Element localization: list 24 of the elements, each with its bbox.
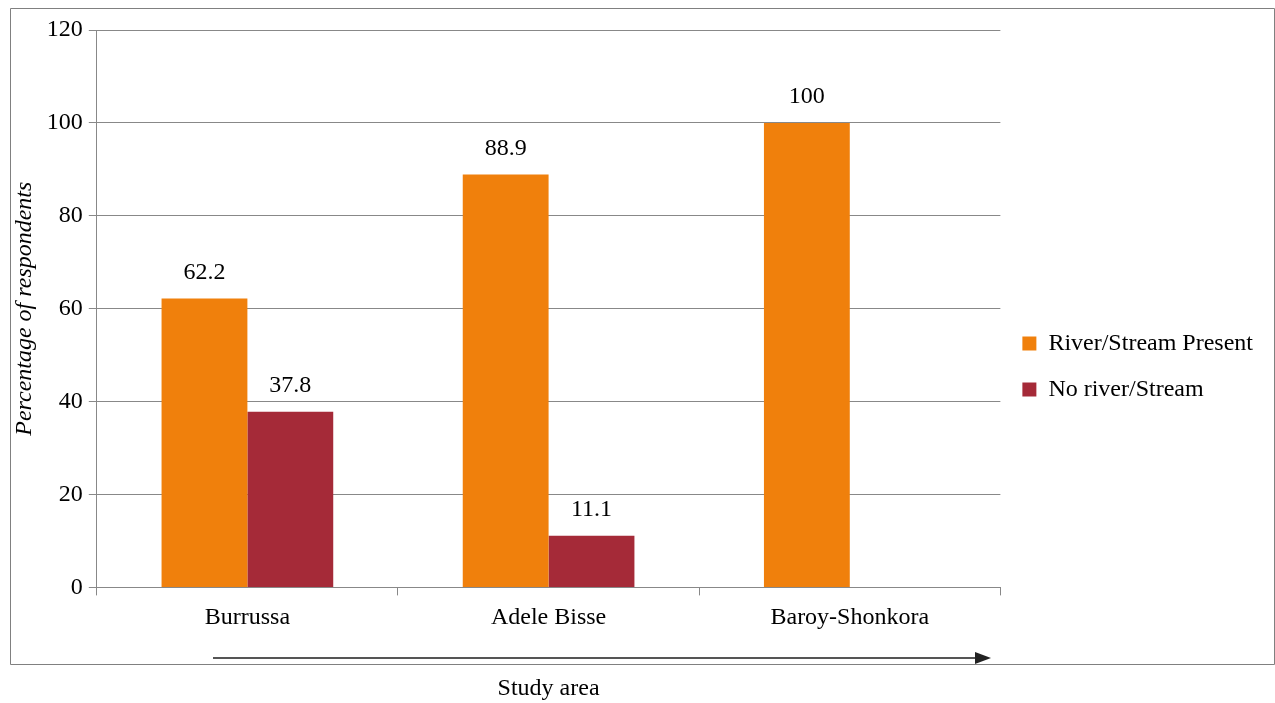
y-tick-label: 40	[58, 386, 83, 413]
data-label: 62.2	[183, 257, 226, 284]
y-tick-label: 0	[70, 572, 83, 599]
x-axis-title: Study area	[497, 673, 600, 700]
bar	[247, 411, 334, 587]
data-label: 37.8	[269, 371, 312, 398]
x-tick-label: Adele Bisse	[490, 603, 607, 630]
y-tick-label: 60	[58, 294, 83, 320]
x-tick-label: Burrussa	[204, 603, 291, 630]
data-label: 88.9	[484, 133, 527, 160]
legend-label: River/Stream Present	[1048, 328, 1254, 355]
bar	[462, 174, 549, 587]
bar	[548, 535, 635, 587]
y-tick-label: 120	[46, 15, 83, 42]
bar	[161, 298, 248, 587]
bar	[763, 122, 850, 587]
data-label: 11.1	[570, 495, 613, 522]
y-axis-title: Percentage of respondents	[9, 181, 36, 437]
data-label: 100	[788, 82, 825, 109]
y-tick-label: 100	[46, 108, 83, 135]
x-tick-label: Baroy-Shonkora	[770, 603, 930, 630]
y-tick-label: 20	[58, 479, 83, 506]
legend-label: No river/Stream	[1048, 374, 1204, 401]
y-tick-label: 80	[58, 201, 83, 228]
